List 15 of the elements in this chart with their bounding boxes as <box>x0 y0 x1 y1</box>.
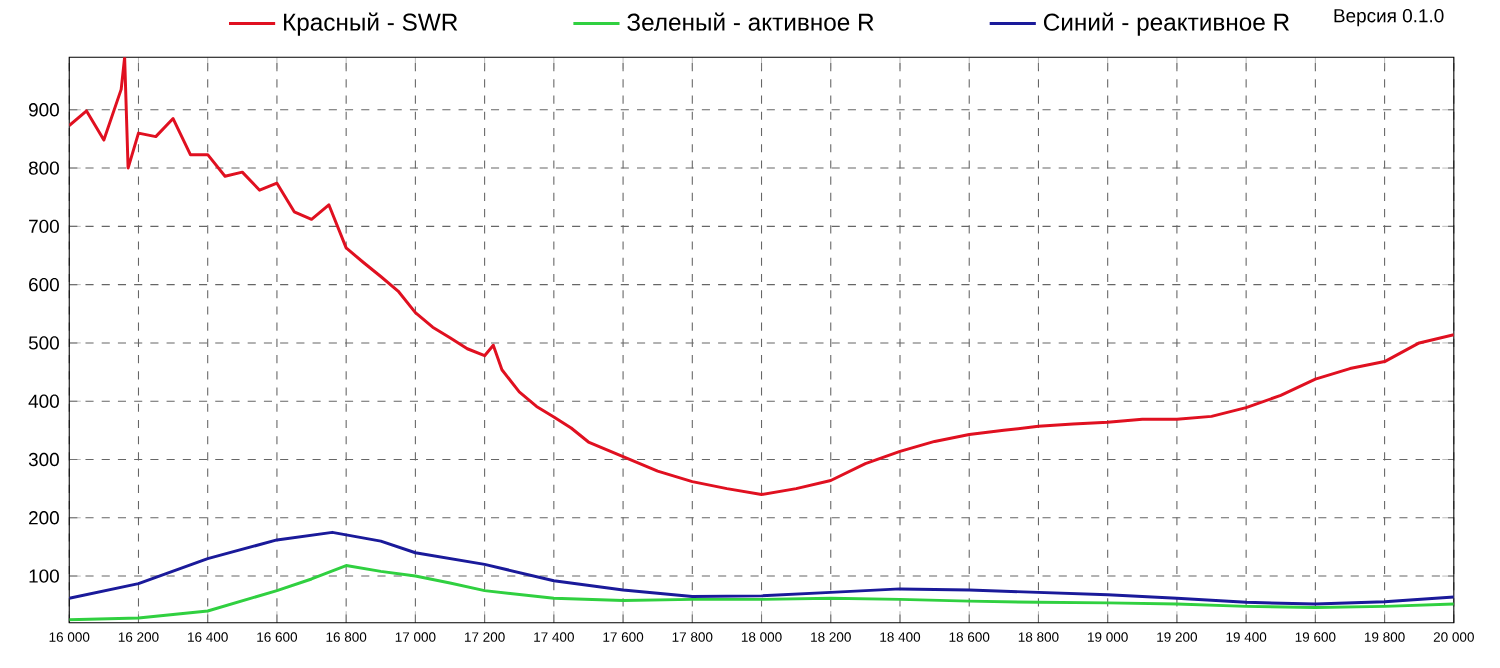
y-tick-label: 400 <box>28 394 59 408</box>
text: Версия 0.1.0 <box>1334 8 1444 26</box>
y-tick-label: 900 <box>29 102 59 117</box>
y-tick-label: 100 <box>29 568 59 583</box>
y-tick-label: 600 <box>29 277 59 291</box>
line-series <box>69 563 1454 621</box>
legend-label: Зеленый - активное R <box>627 12 874 31</box>
y-tick-label: 700 <box>29 219 59 233</box>
y-tick-label: 200 <box>29 510 59 525</box>
y-tick-label: 800 <box>28 160 59 175</box>
line-series <box>69 56 1454 496</box>
y-tick-label: 300 <box>28 452 59 466</box>
legend-label: Синий - реактивное R <box>1043 12 1290 36</box>
legend-label: Красный - SWR <box>284 12 458 36</box>
y-tick-label: 500 <box>28 335 59 350</box>
